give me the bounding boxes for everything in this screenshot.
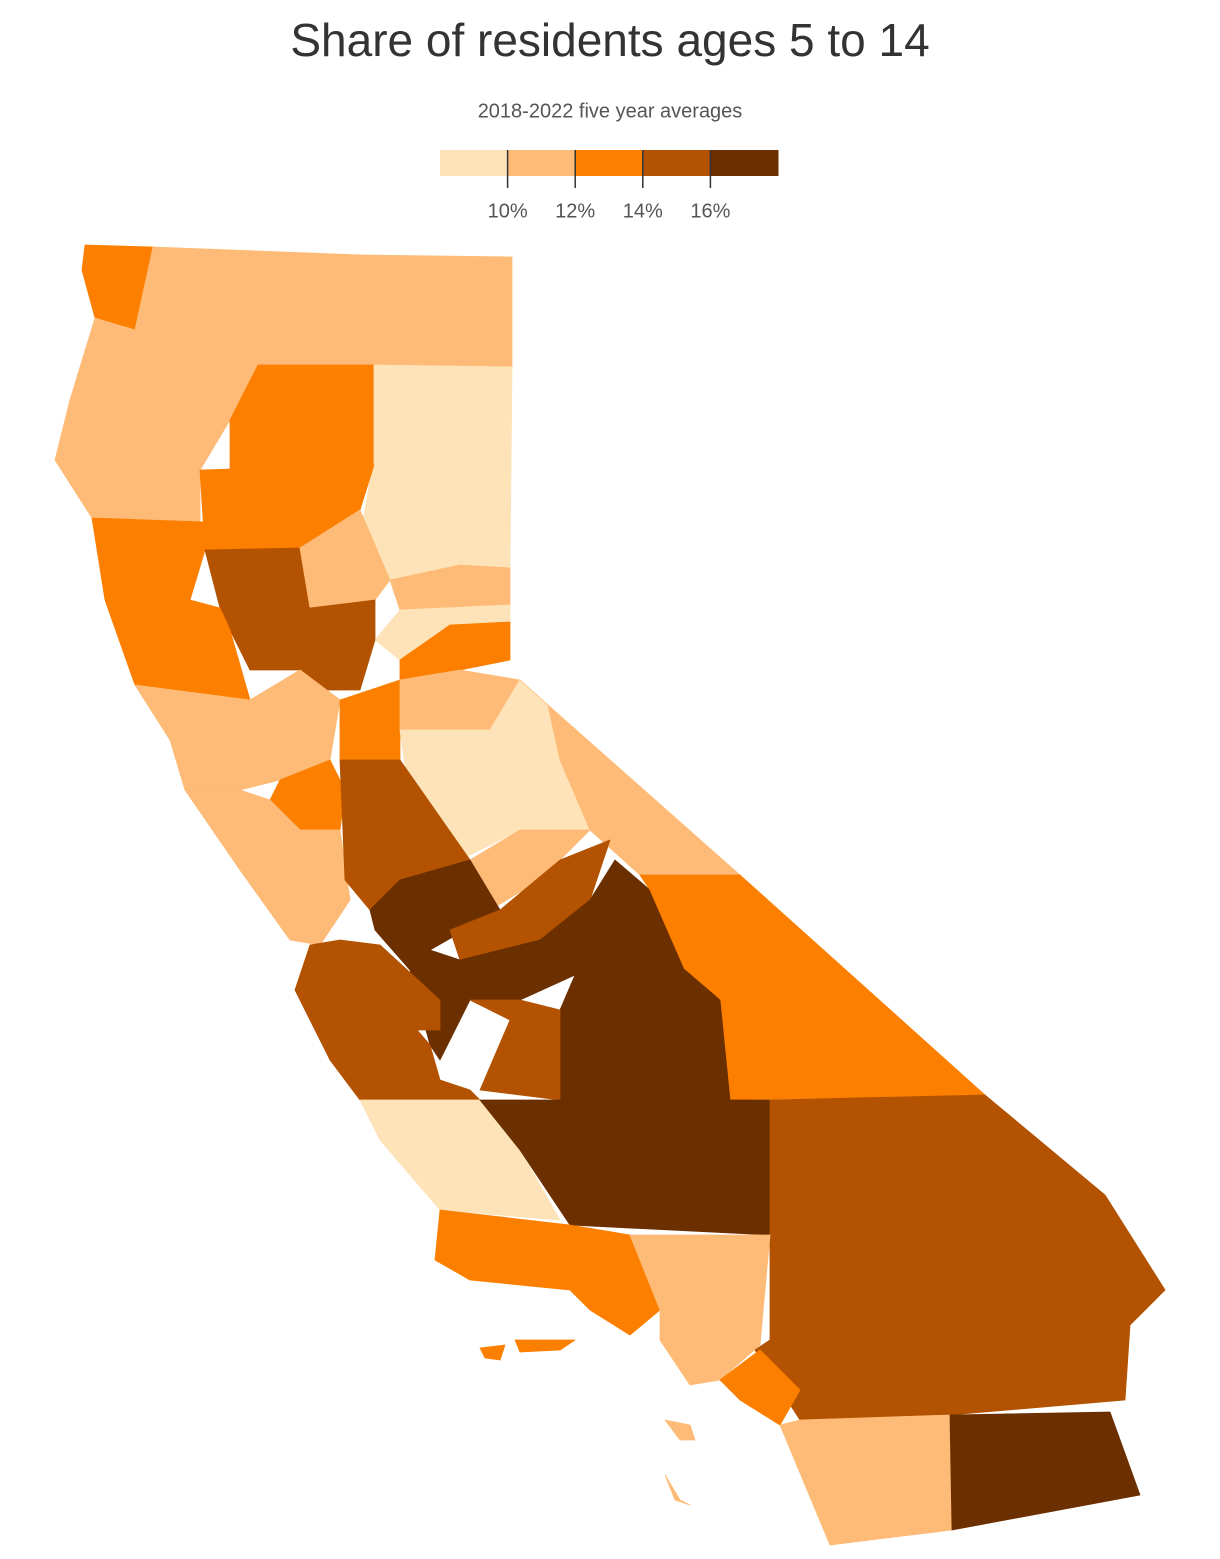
legend-tick-label: 12%	[555, 200, 595, 222]
county	[519, 679, 741, 876]
county	[479, 1099, 771, 1236]
legend-tick-label: 16%	[690, 200, 730, 222]
county	[559, 969, 731, 1101]
county	[389, 564, 511, 611]
chart-subtitle: 2018-2022 five year averages	[478, 100, 743, 122]
county	[359, 364, 513, 581]
legend-tick-label: 10%	[488, 200, 528, 222]
county	[779, 1414, 953, 1546]
legend: 10% 12% 14% 16%	[440, 150, 779, 222]
legend-swatch	[440, 150, 509, 176]
county	[434, 1209, 571, 1291]
legend-swatch	[507, 150, 576, 176]
county	[229, 364, 375, 471]
map	[54, 244, 1166, 1546]
county	[299, 509, 391, 609]
county	[754, 1324, 1131, 1421]
legend-swatch	[575, 150, 644, 176]
county	[769, 1094, 1166, 1341]
county	[361, 254, 513, 368]
county	[339, 679, 401, 761]
county	[664, 1474, 691, 1506]
county	[339, 939, 441, 1031]
legend-tick-label: 14%	[623, 200, 663, 222]
county	[469, 999, 561, 1101]
legend-swatch	[642, 150, 711, 176]
county	[299, 599, 376, 691]
county	[514, 1339, 576, 1353]
county	[204, 547, 311, 609]
county	[134, 246, 363, 371]
county	[949, 1411, 1141, 1531]
county	[664, 1419, 696, 1441]
county	[719, 1349, 801, 1426]
county	[479, 1344, 506, 1361]
chart-title: Share of residents ages 5 to 14	[290, 14, 929, 66]
county	[629, 1234, 771, 1386]
legend-swatch	[710, 150, 779, 176]
